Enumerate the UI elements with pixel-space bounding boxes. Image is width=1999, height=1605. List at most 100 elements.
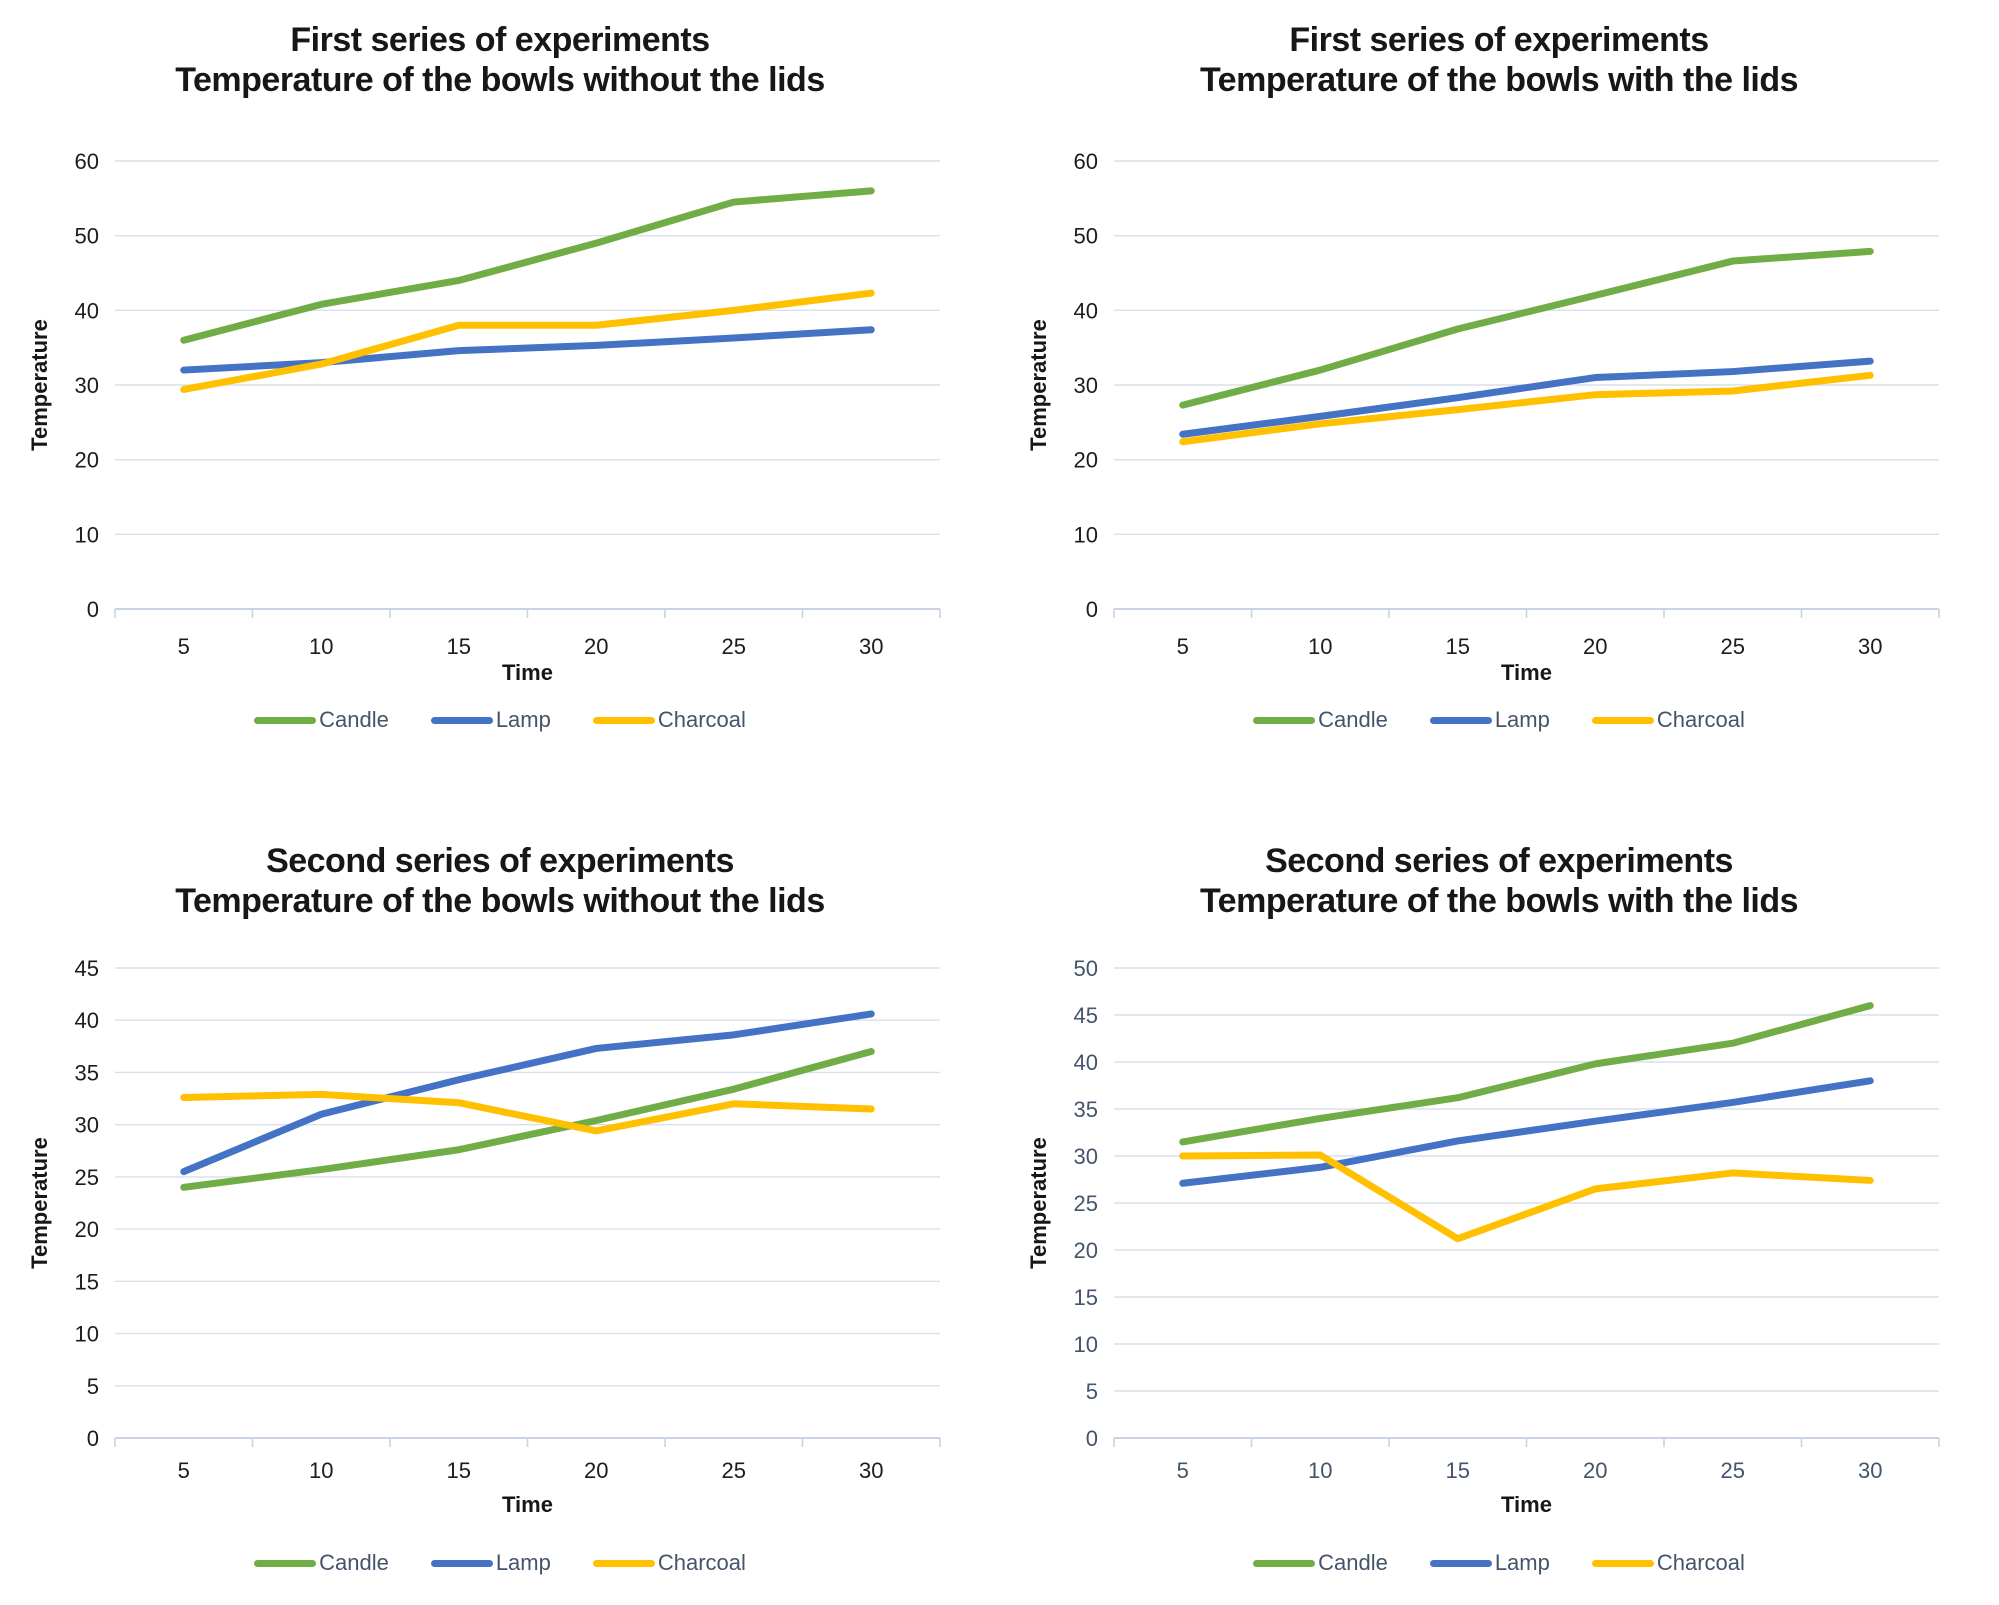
y-axis-title: Temperature <box>27 319 52 451</box>
chart-first-series-without-lids: 0 10 20 30 40 50 60 5 10 15 20 25 30 First series of… <box>0 0 1000 782</box>
y-tick-label-30: 30 <box>1074 1144 1098 1169</box>
legend: Candle Lamp Charcoal <box>0 707 1000 733</box>
chart-title: First series of experiments Temperature … <box>0 20 1000 100</box>
x-tick-label-30: 30 <box>1858 634 1882 659</box>
legend: Candle Lamp Charcoal <box>999 707 1999 733</box>
legend-label: Lamp <box>495 1550 551 1575</box>
series-line-candle <box>1179 247 1874 409</box>
legend-label: Charcoal <box>657 707 746 732</box>
y-tick-label-35: 35 <box>1074 1097 1098 1122</box>
x-tick-label-15: 15 <box>1446 1458 1470 1483</box>
x-axis-title: Time <box>1501 1492 1552 1517</box>
y-tick-label-15: 15 <box>1074 1285 1098 1310</box>
y-tick-label-25: 25 <box>1074 1191 1098 1216</box>
legend-item-lamp: Lamp <box>1429 707 1550 733</box>
lamp-line-swatch-icon <box>430 1559 493 1567</box>
x-tick-label-20: 20 <box>584 1458 608 1483</box>
y-tick-label-0: 0 <box>1086 597 1098 622</box>
lamp-line-swatch-icon <box>430 716 493 724</box>
legend-label: Candle <box>1318 1550 1388 1575</box>
y-tick-label-45: 45 <box>75 956 99 981</box>
y-tick-label-5: 5 <box>1086 1379 1098 1404</box>
series-line-charcoal <box>1179 1151 1874 1243</box>
candle-line-swatch-icon <box>1253 1559 1316 1567</box>
y-tick-label-20: 20 <box>75 448 99 473</box>
legend-label: Candle <box>1318 707 1388 732</box>
chart-title-line2: Temperature of the bowls without the lid… <box>175 882 825 920</box>
x-axis-title: Time <box>502 660 553 685</box>
chart-title-line1: Second series of experiments <box>266 842 734 880</box>
plot-area: 0 5 10 15 20 25 30 35 40 45 50 5 10 15 20 25 30 <box>1074 956 1940 1483</box>
legend-item-charcoal: Charcoal <box>592 707 746 733</box>
y-tick-label-60: 60 <box>75 149 99 174</box>
x-tick-label-10: 10 <box>309 634 333 659</box>
chart-title-line2: Temperature of the bowls without the lid… <box>175 61 825 99</box>
y-tick-label-30: 30 <box>75 1113 99 1138</box>
legend-item-charcoal: Charcoal <box>1591 707 1745 733</box>
plot-area: 0 10 20 30 40 50 60 5 10 15 20 25 30 <box>1074 149 1940 659</box>
y-tick-label-10: 10 <box>75 1322 99 1347</box>
legend-item-lamp: Lamp <box>430 707 551 733</box>
y-tick-label-10: 10 <box>1074 522 1098 547</box>
legend-item-charcoal: Charcoal <box>592 1550 746 1576</box>
y-tick-label-40: 40 <box>1074 298 1098 323</box>
x-tick-label-5: 5 <box>178 634 190 659</box>
y-axis-title: Temperature <box>27 1137 52 1269</box>
y-tick-label-40: 40 <box>75 298 99 323</box>
chart-first-series-with-lids: 0 10 20 30 40 50 60 5 10 15 20 25 30 First series of… <box>999 0 1999 782</box>
y-tick-label-30: 30 <box>1074 373 1098 398</box>
y-tick-label-0: 0 <box>87 597 99 622</box>
y-tick-label-0: 0 <box>87 1426 99 1451</box>
series-line-lamp <box>1179 357 1874 438</box>
x-tick-label-25: 25 <box>1721 634 1745 659</box>
charcoal-line-swatch-icon <box>592 1559 655 1567</box>
legend: Candle Lamp Charcoal <box>0 1550 1000 1576</box>
y-tick-label-10: 10 <box>75 522 99 547</box>
chart-title: First series of experiments Temperature … <box>999 20 1999 100</box>
legend-label: Lamp <box>1494 707 1550 732</box>
y-tick-label-20: 20 <box>1074 448 1098 473</box>
plot-area: 0 10 20 30 40 50 60 5 10 15 20 25 30 <box>75 149 941 659</box>
x-tick-label-15: 15 <box>447 634 471 659</box>
y-tick-label-40: 40 <box>75 1008 99 1033</box>
y-tick-label-35: 35 <box>75 1060 99 1085</box>
chart-title-line2: Temperature of the bowls with the lids <box>1199 61 1799 99</box>
legend-label: Lamp <box>495 707 551 732</box>
series-line-candle <box>1179 1002 1874 1146</box>
x-tick-label-5: 5 <box>1177 634 1189 659</box>
x-tick-label-5: 5 <box>178 1458 190 1483</box>
y-tick-label-30: 30 <box>75 373 99 398</box>
y-tick-label-40: 40 <box>1074 1050 1098 1075</box>
y-tick-label-20: 20 <box>75 1217 99 1242</box>
y-tick-label-20: 20 <box>1074 1238 1098 1263</box>
y-tick-label-50: 50 <box>75 224 99 249</box>
lamp-line-swatch-icon <box>1429 1559 1492 1567</box>
legend-label: Candle <box>319 707 389 732</box>
x-tick-label-10: 10 <box>309 1458 333 1483</box>
x-tick-label-10: 10 <box>1308 634 1332 659</box>
legend-item-lamp: Lamp <box>1429 1550 1550 1576</box>
legend-item-charcoal: Charcoal <box>1591 1550 1745 1576</box>
x-tick-label-25: 25 <box>722 634 746 659</box>
x-tick-label-25: 25 <box>722 1458 746 1483</box>
legend-label: Charcoal <box>1656 707 1745 732</box>
candle-line-swatch-icon <box>1253 716 1316 724</box>
chart-title-line1: First series of experiments <box>290 21 710 59</box>
y-tick-label-45: 45 <box>1074 1003 1098 1028</box>
legend-label: Lamp <box>1494 1550 1550 1575</box>
series-line-lamp <box>1179 1077 1874 1187</box>
y-tick-label-50: 50 <box>1074 224 1098 249</box>
legend-label: Candle <box>319 1550 389 1575</box>
y-tick-label-50: 50 <box>1074 956 1098 981</box>
x-tick-label-15: 15 <box>447 1458 471 1483</box>
y-tick-label-5: 5 <box>87 1374 99 1399</box>
legend-item-candle: Candle <box>254 1550 389 1576</box>
series-line-charcoal <box>180 1090 875 1135</box>
x-tick-label-30: 30 <box>859 1458 883 1483</box>
chart-title-line1: First series of experiments <box>1289 21 1709 59</box>
x-axis-title: Time <box>502 1492 553 1517</box>
x-tick-label-20: 20 <box>1583 1458 1607 1483</box>
candle-line-swatch-icon <box>254 716 317 724</box>
y-axis-title: Temperature <box>1026 1137 1051 1269</box>
